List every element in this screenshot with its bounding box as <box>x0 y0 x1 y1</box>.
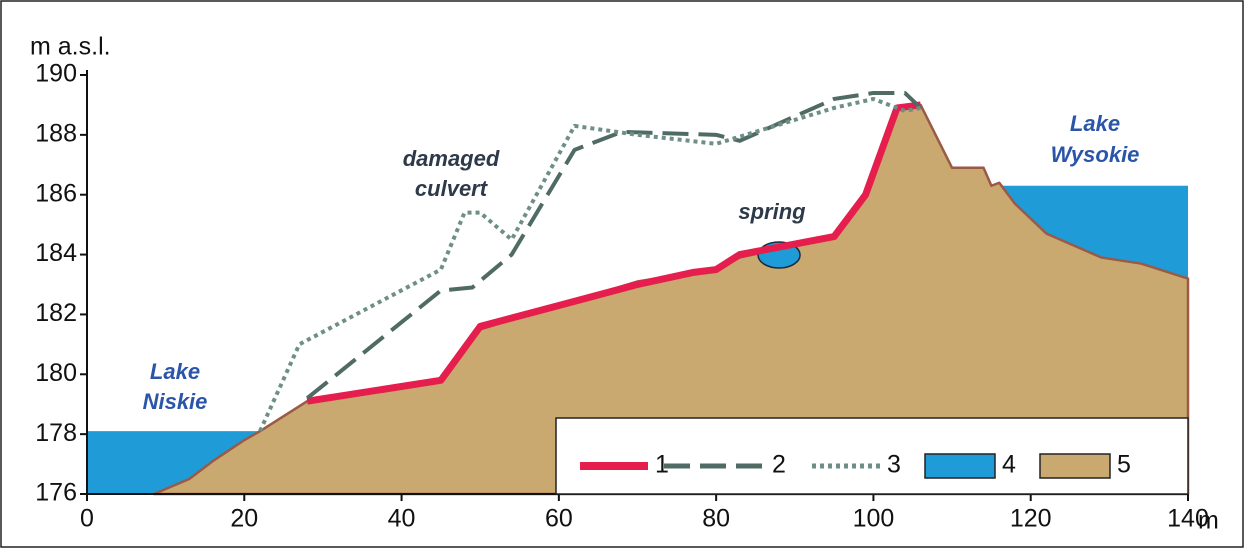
y-tick-label: 188 <box>35 119 77 147</box>
chart: 1761781801821841861881900204060801001201… <box>0 0 1244 548</box>
annotation-line: Niskie <box>143 389 208 414</box>
x-tick-label: 40 <box>388 505 416 533</box>
x-tick-label: 0 <box>80 505 94 533</box>
annotation-line: damaged <box>403 146 500 171</box>
legend-label: 5 <box>1117 451 1131 479</box>
y-tick-label: 180 <box>35 359 77 387</box>
annotation-line: Wysokie <box>1051 142 1140 167</box>
x-tick-label: 80 <box>702 505 730 533</box>
x-axis-label: m <box>1198 507 1219 535</box>
annotation-line: culvert <box>415 176 489 201</box>
y-tick-label: 190 <box>35 60 77 88</box>
legend-label: 2 <box>772 451 786 479</box>
y-tick-label: 184 <box>35 239 77 267</box>
annotation-line: Lake <box>1070 111 1120 136</box>
y-tick-label: 186 <box>35 179 77 207</box>
legend-label: 3 <box>887 451 901 479</box>
x-tick-label: 20 <box>230 505 258 533</box>
legend-label: 4 <box>1002 451 1016 479</box>
annotation-line: spring <box>738 199 806 224</box>
x-tick-label: 120 <box>1010 505 1052 533</box>
y-tick-label: 178 <box>35 419 77 447</box>
y-tick-label: 176 <box>35 479 77 507</box>
x-tick-label: 60 <box>545 505 573 533</box>
legend-swatch <box>925 454 995 478</box>
y-axis-label: m a.s.l. <box>30 33 111 61</box>
y-tick-label: 182 <box>35 299 77 327</box>
x-tick-label: 100 <box>853 505 895 533</box>
legend-swatch <box>1040 454 1110 478</box>
annotation-line: Lake <box>150 359 200 384</box>
